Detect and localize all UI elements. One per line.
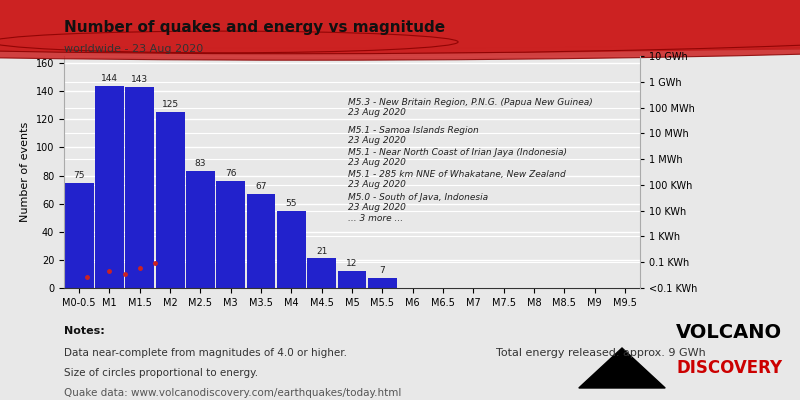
Text: 143: 143 — [131, 75, 148, 84]
Bar — [156, 112, 185, 288]
Bar — [338, 271, 366, 288]
Circle shape — [0, 31, 458, 53]
Text: M5.1 - 285 km NNE of Whakatane, New Zealand
23 Aug 2020: M5.1 - 285 km NNE of Whakatane, New Zeal… — [348, 170, 566, 190]
Text: worldwide - 23 Aug 2020: worldwide - 23 Aug 2020 — [64, 44, 203, 54]
Y-axis label: Number of events: Number of events — [20, 122, 30, 222]
Text: 83: 83 — [194, 160, 206, 168]
Bar — [65, 182, 94, 288]
Bar — [307, 258, 336, 288]
Circle shape — [0, 0, 800, 54]
Bar — [277, 211, 306, 288]
Text: 125: 125 — [162, 100, 178, 110]
Text: Notes:: Notes: — [64, 326, 105, 336]
Text: M5.1 - Near North Coast of Irian Jaya (Indonesia)
23 Aug 2020: M5.1 - Near North Coast of Irian Jaya (I… — [348, 148, 567, 167]
Text: M5.1 - Samoa Islands Region
23 Aug 2020: M5.1 - Samoa Islands Region 23 Aug 2020 — [348, 126, 478, 146]
Text: M5.3 - New Britain Region, P.N.G. (Papua New Guinea)
23 Aug 2020: M5.3 - New Britain Region, P.N.G. (Papua… — [348, 98, 593, 118]
Bar — [216, 181, 245, 288]
Bar — [126, 87, 154, 288]
Circle shape — [0, 0, 800, 48]
Polygon shape — [578, 348, 666, 388]
Text: VOLCANO: VOLCANO — [676, 322, 782, 342]
Text: ... 3 more ...: ... 3 more ... — [348, 214, 403, 223]
Bar — [368, 278, 397, 288]
Text: 7: 7 — [379, 266, 385, 275]
Text: 75: 75 — [74, 171, 85, 180]
Text: 67: 67 — [255, 182, 267, 191]
Text: 144: 144 — [101, 74, 118, 83]
Text: Number of quakes and energy vs magnitude: Number of quakes and energy vs magnitude — [64, 20, 445, 35]
Text: Quake data: www.volcanodiscovery.com/earthquakes/today.html: Quake data: www.volcanodiscovery.com/ear… — [64, 388, 402, 398]
Text: M5.0 - South of Java, Indonesia
23 Aug 2020: M5.0 - South of Java, Indonesia 23 Aug 2… — [348, 193, 488, 212]
Text: Size of circles proportional to energy.: Size of circles proportional to energy. — [64, 368, 258, 378]
Text: 21: 21 — [316, 247, 327, 256]
Text: DISCOVERY: DISCOVERY — [676, 359, 782, 377]
Bar — [186, 171, 215, 288]
Text: 12: 12 — [346, 259, 358, 268]
Bar — [246, 194, 275, 288]
Circle shape — [0, 0, 800, 51]
Text: Data near-complete from magnitudes of 4.0 or higher.: Data near-complete from magnitudes of 4.… — [64, 348, 347, 358]
Text: 76: 76 — [225, 169, 237, 178]
Text: Total energy released: approx. 9 GWh: Total energy released: approx. 9 GWh — [496, 348, 706, 358]
Bar — [95, 86, 124, 288]
Circle shape — [0, 0, 800, 53]
Circle shape — [0, 0, 800, 60]
Text: 55: 55 — [286, 199, 297, 208]
